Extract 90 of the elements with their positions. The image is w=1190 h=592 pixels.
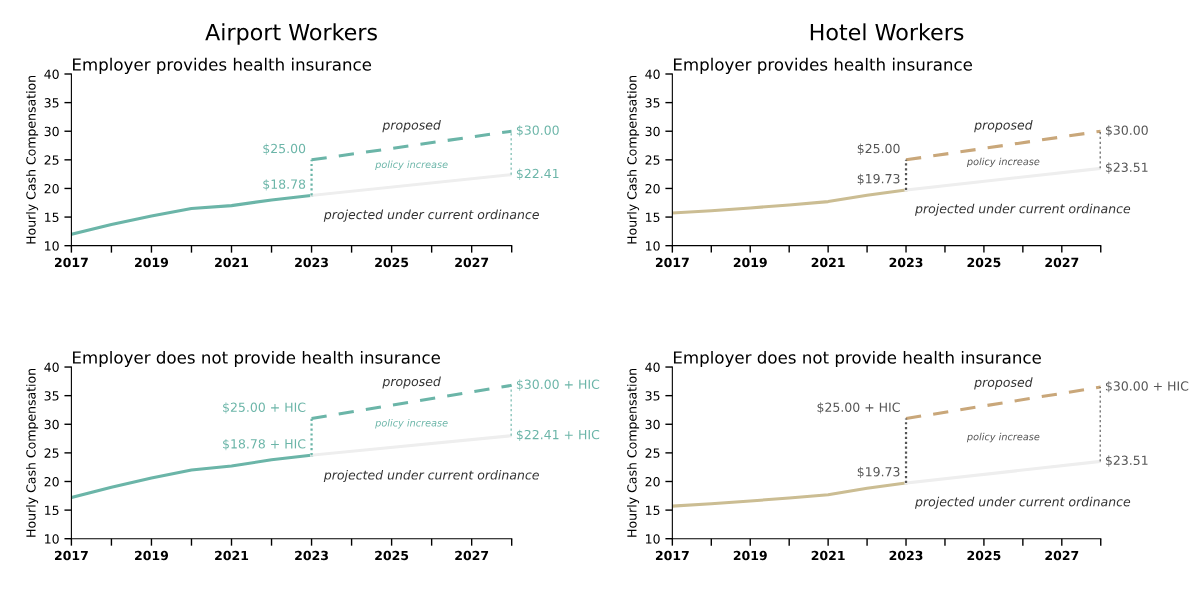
annotation: proposed: [382, 376, 441, 389]
x-tick-label: 2017: [54, 257, 88, 268]
x-tick-label: 2025: [375, 550, 409, 561]
data-label: $18.78: [263, 179, 306, 191]
x-tick-label: 2025: [375, 257, 409, 268]
x-tick-label: 2021: [811, 257, 845, 268]
x-tick-label: 2023: [295, 257, 328, 268]
x-tick-label: 2027: [1045, 550, 1079, 561]
annotation: $18.78 + HIC: [223, 438, 306, 451]
annotation: $19.73: [857, 466, 900, 479]
y-tick-label: 35: [44, 98, 59, 108]
annotation: policy increase: [375, 418, 448, 429]
y-tick-label: 25: [44, 155, 59, 165]
x-tick-label: 2025: [967, 257, 1001, 268]
y-tick-label: 35: [645, 391, 660, 401]
y-tick-label: 20: [645, 476, 660, 487]
y-axis-title: Hourly Cash Compensation: [626, 368, 640, 537]
annotation: $25.00 + HIC: [817, 402, 900, 414]
x-tick-label: 2019: [135, 550, 169, 561]
chart-subtitle: Employer provides health insurance: [673, 57, 973, 74]
y-tick-label: 30: [44, 126, 59, 137]
data-label: $30.00: [1105, 125, 1148, 137]
x-tick-label: 2017: [54, 550, 88, 561]
annotation: policy increase: [966, 157, 1040, 168]
x-tick-label: 2021: [215, 257, 249, 268]
y-tick-label: 20: [44, 183, 59, 194]
annotation: projected under current ordinance: [914, 496, 1131, 509]
y-tick-label: 25: [645, 448, 660, 458]
x-tick-label: 2019: [733, 257, 767, 268]
chart-title: Employer does not provide health insurance: [73, 350, 440, 368]
y-tick-label: 15: [646, 212, 660, 222]
x-tick-label: 2019: [135, 257, 169, 268]
data-label: $25.00: [857, 143, 900, 155]
y-tick-label: 25: [44, 448, 59, 458]
x-tick-label: 2027: [455, 550, 489, 561]
x-tick-label: 2027: [1045, 257, 1079, 268]
y-axis-title: Hourly Cash Compensation: [26, 368, 39, 537]
y-tick-label: 15: [45, 212, 59, 222]
x-tick-label: 2021: [811, 550, 845, 561]
text: $23.51: [1105, 455, 1148, 467]
y-tick-label: 30: [645, 419, 660, 430]
x-tick-label: 2017: [655, 257, 689, 268]
y-tick-label: 20: [645, 183, 660, 194]
y-tick-label: 35: [44, 391, 59, 401]
y-tick-label: 35: [645, 98, 660, 108]
annotation: policy increase: [375, 160, 448, 170]
y-tick-label: 20: [44, 476, 59, 487]
x-tick-label: 2023: [889, 257, 923, 268]
x-tick-label: 2019: [733, 550, 767, 561]
y-tick-label: 40: [645, 69, 660, 79]
y-tick-label: 15: [646, 505, 660, 516]
chart-title: Hotel Workers: [810, 23, 964, 41]
annotation: proposed: [974, 120, 1033, 133]
y-tick-label: 30: [645, 126, 660, 137]
data-label: $23.51: [1105, 162, 1148, 174]
x-tick-label: 2023: [295, 550, 328, 561]
annotation: $25.00 + HIC: [223, 402, 306, 414]
text: $22.41 + HIC: [516, 429, 600, 441]
chart-title: Airport Workers: [205, 23, 377, 45]
x-tick-label: 2021: [215, 550, 249, 561]
text: $30.00 + HIC: [1105, 381, 1189, 393]
y-tick-label: 10: [45, 241, 59, 251]
y-tick-label: 10: [646, 534, 660, 544]
y-tick-label: 25: [645, 155, 660, 165]
x-tick-label: 2025: [967, 550, 1001, 561]
data-label: $30.00: [516, 125, 559, 137]
x-tick-label: 2027: [455, 257, 489, 268]
annotation: projected under current ordinance: [323, 209, 539, 222]
y-tick-label: 40: [44, 69, 59, 79]
y-tick-label: 30: [44, 419, 59, 430]
y-axis-title: Hourly Cash Compensation: [26, 75, 39, 244]
y-tick-label: 15: [45, 505, 59, 516]
y-tick-label: 10: [646, 241, 660, 251]
chart-title: Employer does not provide health insurance: [673, 350, 1041, 368]
annotation: projected under current ordinance: [914, 203, 1131, 216]
annotation: proposed: [382, 120, 441, 133]
annotation: projected under current ordinance: [323, 469, 539, 483]
data-label: $22.41: [516, 168, 559, 180]
annotation: proposed: [974, 377, 1033, 390]
x-tick-label: 2023: [889, 550, 923, 561]
chart-subtitle: Employer provides health insurance: [73, 57, 372, 74]
y-tick-label: 10: [45, 534, 59, 544]
data-label: $25.00: [263, 143, 306, 155]
x-tick-label: 2017: [655, 550, 689, 561]
y-tick-label: 40: [645, 362, 660, 372]
text: $30.00 + HIC: [516, 379, 600, 391]
data-label: $19.73: [857, 173, 900, 186]
y-axis-title: Hourly Cash Compensation: [626, 75, 640, 244]
annotation: policy increase: [966, 432, 1040, 443]
y-tick-label: 40: [44, 362, 59, 372]
